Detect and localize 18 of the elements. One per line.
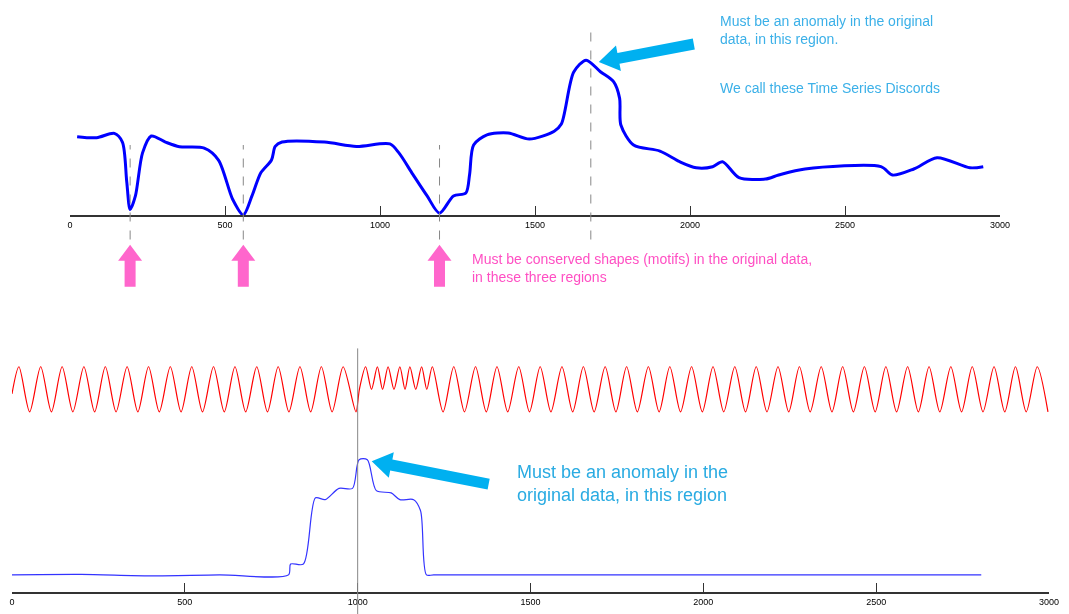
x-tick-label: 1500 (520, 596, 541, 607)
annotation: Must be an anomaly in the original data, in this region (517, 462, 729, 506)
x-tick-label: 1000 (347, 596, 368, 607)
x-tick-label: 0 (9, 596, 15, 607)
x-tick-label: 3000 (1038, 596, 1060, 607)
x-tick-label: 0 (67, 219, 73, 230)
text: Must be an anomaly in the original data, in this region. (720, 13, 934, 48)
x-tick-label: 1500 (524, 219, 546, 230)
x-tick-label: 2500 (834, 219, 856, 230)
annotation: We call these Time Series Discords (720, 80, 940, 96)
x-tick-label: 3000 (989, 219, 1011, 230)
x-tick-label: 2500 (866, 596, 887, 607)
x-tick-label: 2000 (693, 596, 714, 607)
x-tick-label: 2000 (679, 219, 701, 230)
text: Must be conserved shapes (motifs) in the original data, in these three regions (472, 251, 813, 286)
x-tick-label: 500 (177, 596, 193, 607)
x-tick-label: 500 (217, 219, 233, 230)
x-tick-label: 1000 (369, 219, 391, 230)
